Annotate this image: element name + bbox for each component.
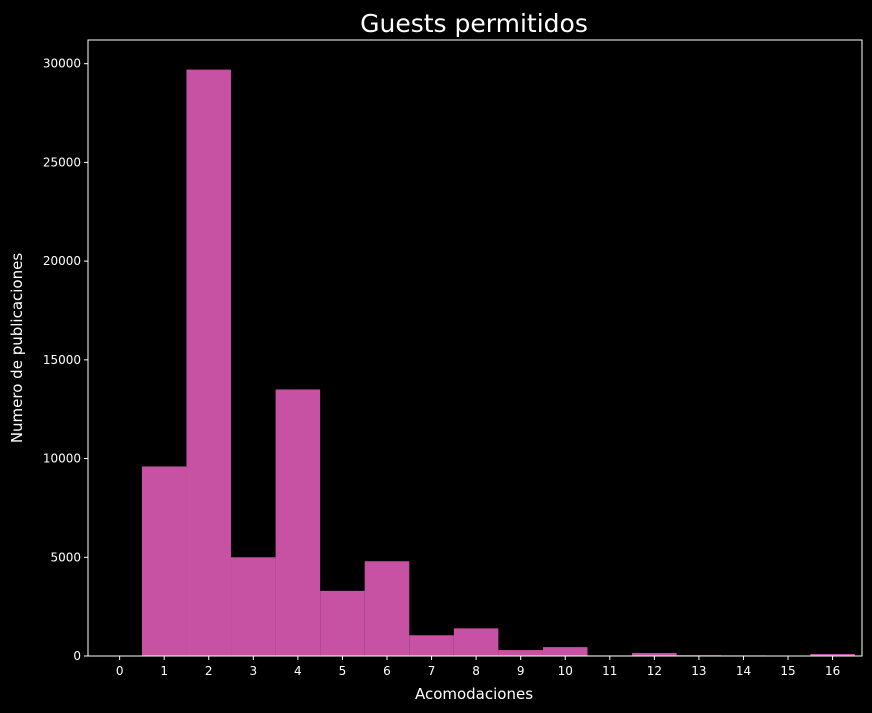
y-tick-label: 0 [73,649,81,663]
y-tick-label: 20000 [43,254,81,268]
y-tick-label: 15000 [43,353,81,367]
x-tick-label: 7 [428,664,436,678]
y-axis: 0 5000 10000 15000 20000 25000 30000 [43,57,88,663]
bar-5 [320,590,365,656]
x-tick-label: 13 [691,664,706,678]
bars-group [141,69,855,657]
x-tick-label: 16 [825,664,840,678]
y-tick-label: 30000 [43,57,81,71]
x-tick-label: 0 [116,664,124,678]
x-tick-label: 6 [383,664,391,678]
x-tick-label: 2 [205,664,213,678]
bar-10 [542,647,588,656]
bar-4 [275,389,321,656]
x-tick-label: 3 [249,664,257,678]
x-tick-label: 5 [339,664,347,678]
bar-2 [186,69,232,657]
bar-3 [231,557,276,656]
x-tick-label: 12 [647,664,662,678]
y-tick-label: 10000 [43,452,81,466]
bar-7 [409,635,454,656]
x-axis: 0 1 2 3 4 5 6 7 8 9 10 11 12 13 14 15 16 [116,656,840,678]
x-tick-label: 14 [736,664,751,678]
bar-12 [632,653,677,656]
x-axis-label: Acomodaciones [415,685,533,703]
y-axis-label: Numero de publicaciones [8,253,26,444]
plot-frame [87,39,863,657]
y-tick-label: 25000 [43,155,81,169]
x-tick-label: 4 [294,664,302,678]
chart-title: Guests permitidos [360,9,588,38]
bar-9 [498,650,543,656]
x-tick-label: 9 [517,664,525,678]
bar-1 [141,466,187,656]
bar-8 [453,628,499,656]
x-tick-label: 15 [780,664,795,678]
y-tick-label: 5000 [50,550,81,564]
x-tick-label: 1 [160,664,168,678]
x-tick-label: 8 [472,664,480,678]
bar-6 [364,561,410,656]
x-tick-label: 10 [558,664,573,678]
x-tick-label: 11 [602,664,617,678]
bar-16 [810,654,855,656]
